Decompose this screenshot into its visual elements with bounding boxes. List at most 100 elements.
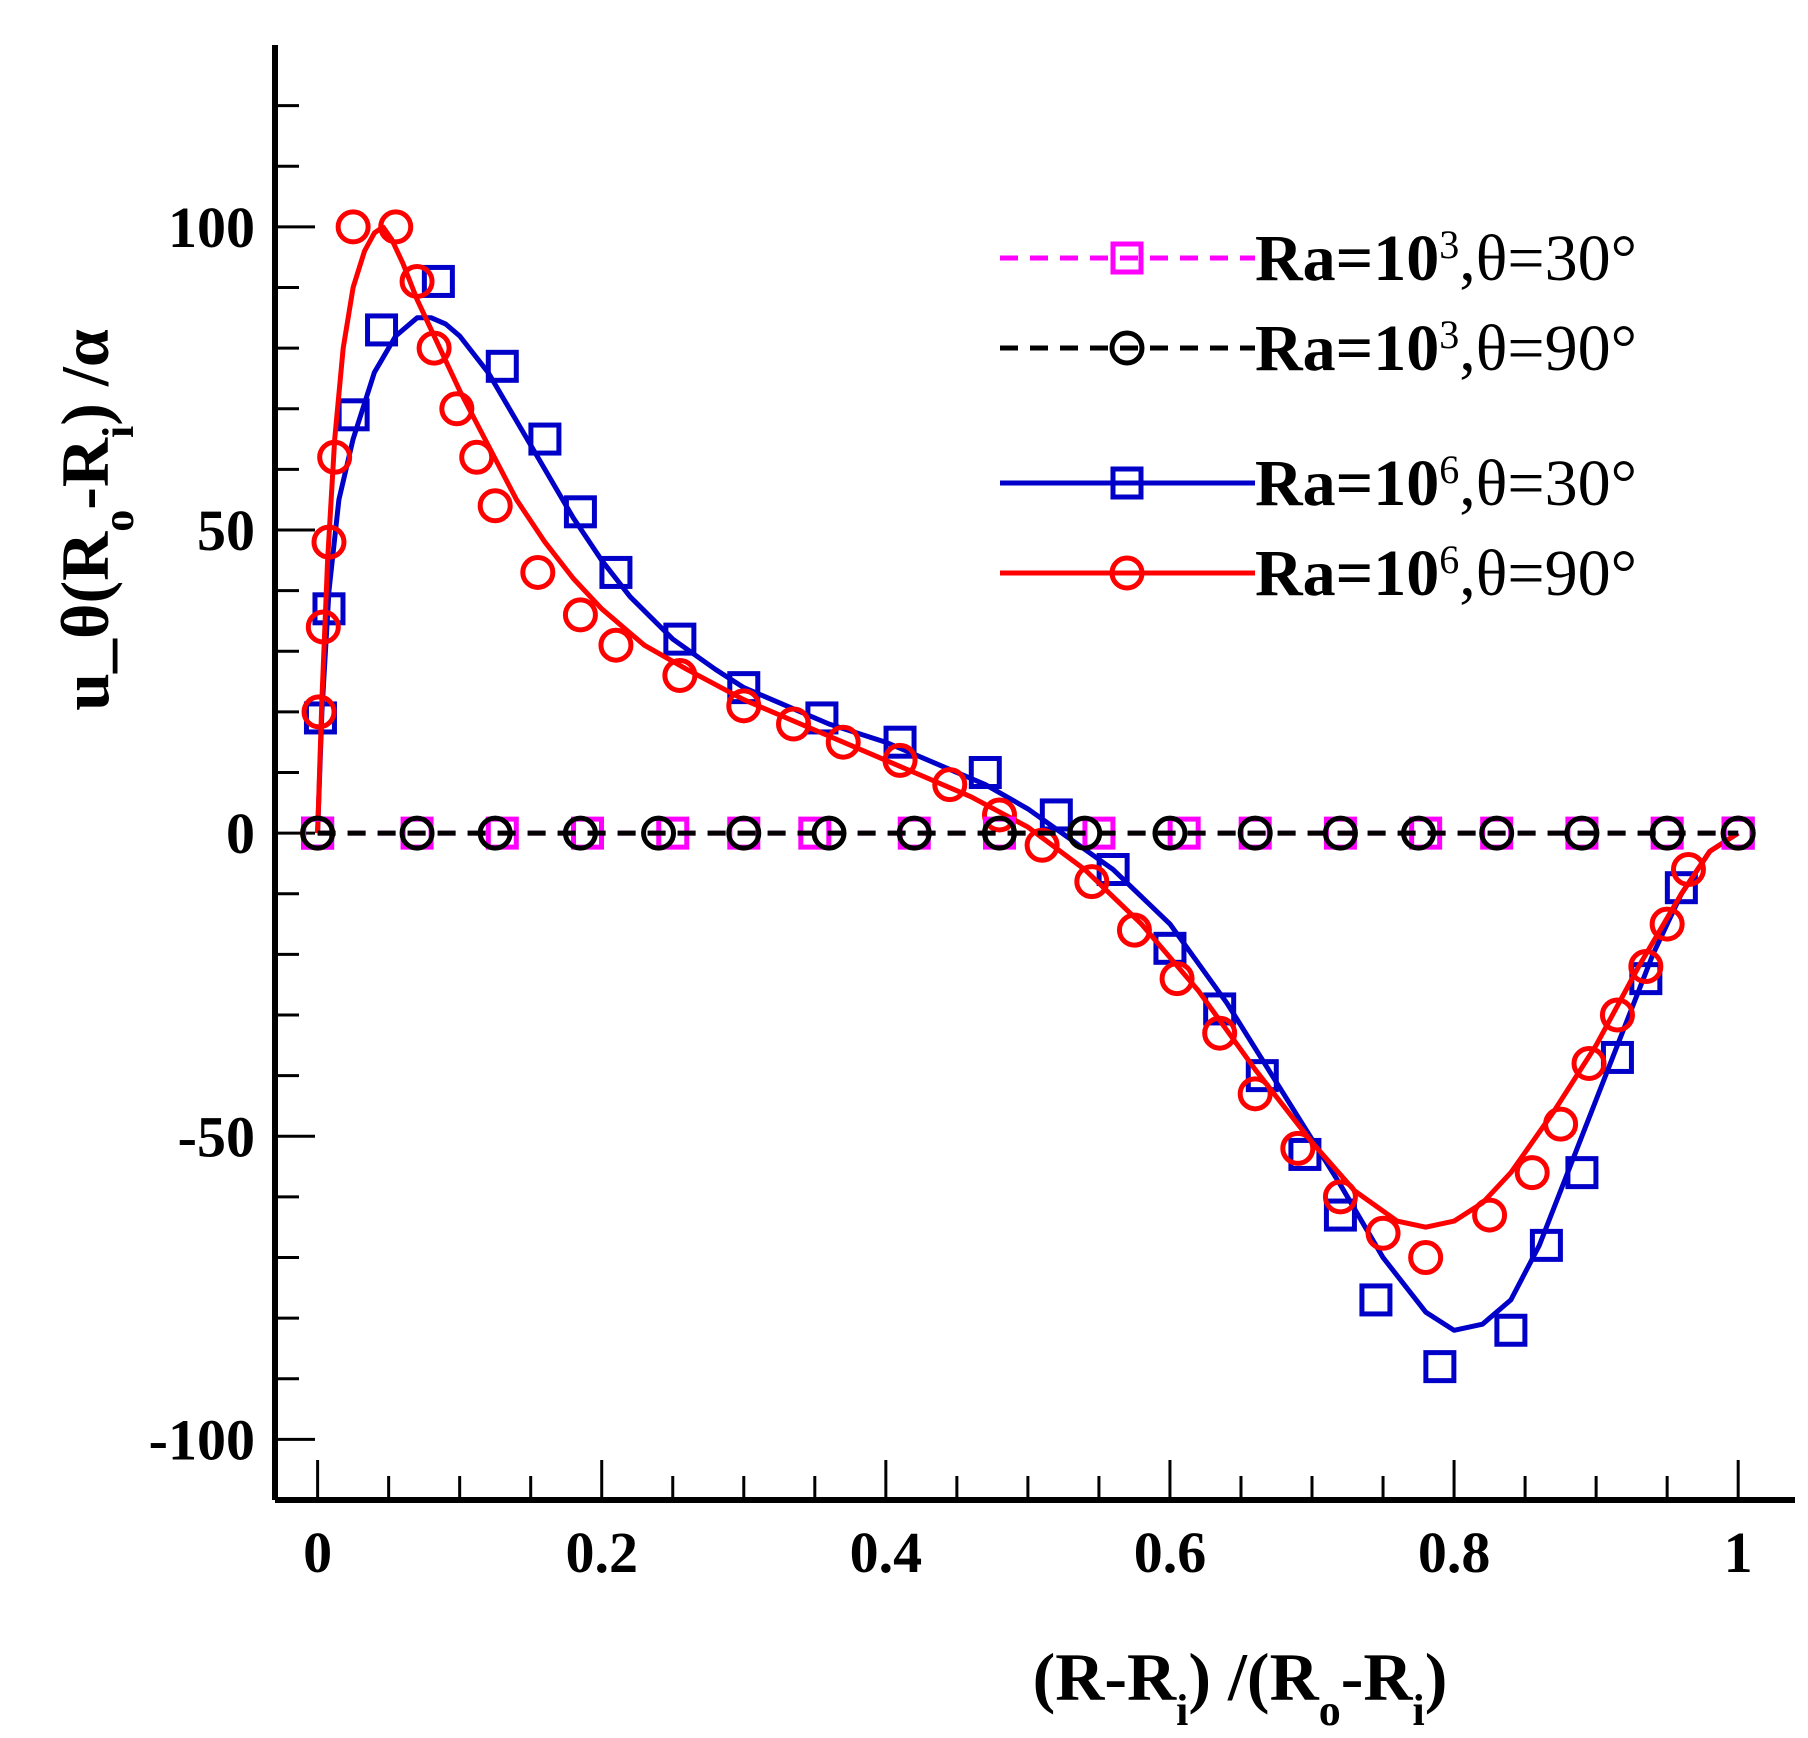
data-point: [1024, 827, 1060, 863]
data-point: [968, 756, 1002, 789]
y-tick-label: 100: [168, 195, 255, 260]
legend-label: Ra=106,θ=90°: [1255, 537, 1637, 611]
data-point: [883, 725, 917, 759]
data-point: [301, 694, 337, 730]
data-point: [1494, 1313, 1528, 1347]
data-point: [1202, 1015, 1238, 1051]
data-point: [1322, 1179, 1358, 1215]
data-point: [598, 627, 634, 663]
data-point: [562, 597, 598, 633]
data-point: [1237, 815, 1273, 851]
data-point: [1423, 1350, 1457, 1384]
data-point: [300, 815, 336, 851]
data-point: [305, 609, 341, 645]
data-point: [811, 815, 847, 851]
data-point: [365, 313, 399, 347]
data-point: [1628, 949, 1664, 984]
data-point: [641, 815, 677, 851]
data-point: [399, 815, 435, 851]
data-point: [1153, 931, 1187, 965]
data-point: [1529, 1228, 1563, 1262]
y-tick-label: 0: [226, 801, 255, 866]
data-point: [1479, 815, 1515, 851]
data-point: [1564, 815, 1600, 851]
data-point: [312, 592, 346, 626]
series-layer: [300, 209, 1756, 1384]
legend-label: Ra=103,θ=30°: [1255, 222, 1637, 296]
data-point: [1280, 1130, 1316, 1166]
data-point: [528, 422, 562, 456]
data-point: [776, 706, 812, 742]
data-point: [1245, 1059, 1279, 1093]
data-point: [1067, 815, 1103, 851]
data-point: [1288, 1137, 1322, 1171]
data-point: [981, 815, 1017, 851]
data-point: [1159, 961, 1195, 997]
data-point: [1514, 1155, 1550, 1191]
data-point: [311, 524, 347, 560]
y-tick-label: 50: [197, 498, 255, 563]
data-point: [399, 263, 435, 299]
data-point: [477, 815, 513, 851]
data-point: [1571, 1046, 1607, 1081]
data-point: [563, 495, 597, 529]
data-point: [439, 391, 475, 427]
x-tick-label: 0.2: [565, 1520, 638, 1585]
data-point: [1543, 1106, 1579, 1142]
x-tick-label: 1: [1724, 1520, 1753, 1585]
data-point: [726, 815, 762, 851]
data-point: [1565, 1156, 1599, 1190]
x-tick-label: 0.4: [850, 1520, 923, 1585]
series-ra3_t90: [300, 815, 1756, 851]
data-point: [932, 767, 968, 803]
y-axis-title: u_θ(Ro-Ri) /α: [47, 329, 143, 711]
legend-item-ra3_t30: Ra=103,θ=30°: [1000, 222, 1637, 296]
legend-marker: [1109, 555, 1145, 591]
data-point: [726, 688, 762, 724]
data-point: [1116, 912, 1152, 948]
data-point: [1074, 864, 1110, 900]
data-point: [1408, 1240, 1444, 1275]
data-point: [662, 658, 698, 693]
legend-item-ra3_t90: Ra=103,θ=90°: [1000, 312, 1637, 386]
data-point: [1720, 815, 1756, 851]
data-point: [485, 349, 519, 383]
data-point: [896, 815, 932, 851]
data-point: [459, 439, 495, 475]
legend-marker: [1109, 330, 1145, 366]
x-axis-title: (R-Ri) /(Ro-Ri): [1033, 1639, 1448, 1735]
data-point: [825, 724, 861, 760]
data-point: [1365, 1215, 1401, 1251]
data-point: [1599, 997, 1635, 1033]
data-point: [1323, 1198, 1357, 1232]
data-point: [1039, 798, 1073, 832]
y-tick-label: -100: [149, 1407, 255, 1472]
legend-item-ra6_t30: Ra=106,θ=30°: [1000, 447, 1637, 520]
axis-titles: (R-Ri) /(Ro-Ri) u_θ(Ro-Ri) /α: [47, 329, 1447, 1734]
series-ra6_t30: [301, 264, 1755, 1384]
series-line-ra6_t90: [315, 224, 1740, 1230]
data-point: [882, 742, 918, 778]
data-point: [1322, 815, 1358, 851]
data-point: [1472, 1197, 1508, 1233]
data-point: [663, 622, 697, 656]
x-tick-label: 0.6: [1134, 1520, 1207, 1585]
data-point: [1237, 1076, 1273, 1112]
data-point: [477, 488, 513, 524]
y-tick-label: -50: [178, 1104, 255, 1169]
legend-marker: [1110, 466, 1144, 500]
data-point: [421, 264, 455, 298]
data-point: [1152, 815, 1188, 851]
axes: -100 -50 0 50 100 0 0.2 0.4 0.6 0.8 1: [149, 45, 1795, 1585]
data-point: [562, 815, 598, 851]
data-point: [317, 439, 353, 475]
x-tick-label: 0: [303, 1520, 332, 1585]
data-point: [1401, 815, 1437, 851]
x-tick-label: 0.8: [1418, 1520, 1491, 1585]
legend-label: Ra=103,θ=90°: [1255, 312, 1637, 386]
data-point: [1649, 906, 1685, 942]
data-point: [1649, 815, 1685, 851]
legend-item-ra6_t90: Ra=106,θ=90°: [1000, 537, 1637, 611]
data-point: [335, 209, 371, 245]
